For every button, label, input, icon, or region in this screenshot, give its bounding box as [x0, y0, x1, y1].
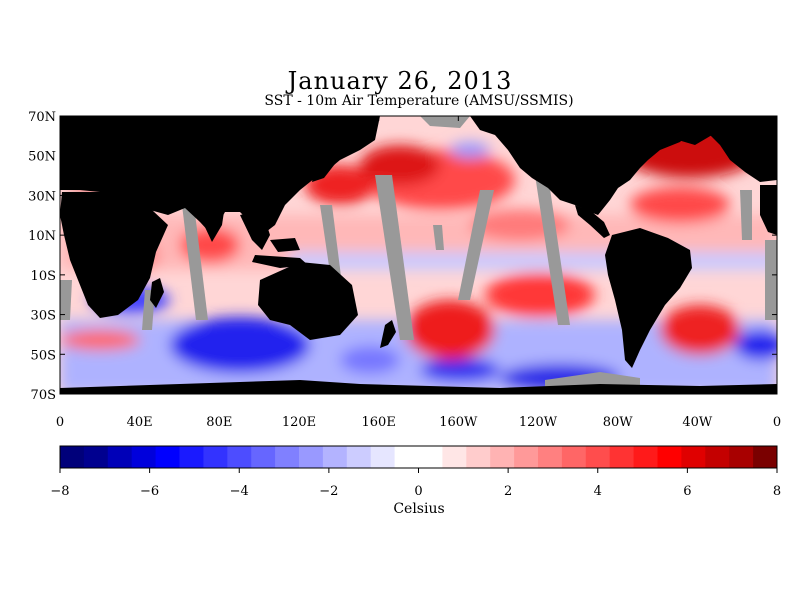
colorbar-swatch	[227, 446, 252, 468]
lat-tick-label: 50N	[28, 150, 56, 165]
new-zealand-landmass	[380, 320, 396, 348]
colorbar-tick-label: −6	[140, 484, 159, 499]
se-asia-landmass	[240, 210, 270, 250]
west-africa-landmass	[760, 185, 777, 235]
colorbar	[60, 446, 778, 468]
colorbar-swatch	[60, 446, 85, 468]
greenland-landmass	[660, 116, 720, 145]
colorbar-swatch	[83, 446, 109, 468]
colorbar-swatch	[370, 446, 396, 468]
colorbar-tick-label: 2	[504, 484, 512, 499]
map-title: January 26, 2013	[287, 67, 513, 95]
colorbar-swatch	[705, 446, 730, 468]
japan-landmass	[312, 155, 338, 182]
lat-tick-label: 10N	[28, 229, 56, 244]
colorbar-swatch	[322, 446, 348, 468]
lon-tick-label: 120E	[282, 415, 316, 430]
map-subtitle: SST - 10m Air Temperature (AMSU/SSMIS)	[264, 93, 574, 109]
lat-tick-label: 50S	[31, 348, 56, 363]
india-landmass	[200, 200, 225, 242]
central-america-landmass	[575, 205, 610, 238]
colorbar-tick-label: 8	[773, 484, 781, 499]
colorbar-swatch	[490, 446, 515, 468]
colorbar-swatch	[418, 446, 443, 468]
map-frame	[59, 115, 778, 395]
map-plot-area	[60, 116, 777, 394]
lat-tick-label: 10S	[31, 269, 56, 284]
colorbar-swatch	[346, 446, 372, 468]
colorbar-tick-label: −8	[50, 484, 69, 499]
colorbar-swatch	[681, 446, 706, 468]
latitude-axis: 70N 50N 30N 10N 10S 30S 50S 70S	[28, 110, 777, 403]
colorbar-tick-label: −2	[319, 484, 338, 499]
colorbar-swatch	[179, 446, 204, 468]
colorbar-tick-label: 4	[594, 484, 602, 499]
colorbar-swatch	[251, 446, 276, 468]
europe-landmass	[700, 116, 777, 182]
lon-tick-label: 80W	[603, 415, 634, 430]
colorbar-swatch	[729, 446, 754, 468]
australia-landmass	[258, 262, 358, 340]
colorbar-swatch	[633, 446, 658, 468]
colorbar-swatch	[609, 446, 635, 468]
colorbar-tick-label: −4	[230, 484, 249, 499]
colorbar-swatch	[107, 446, 133, 468]
eurasia-landmass	[60, 116, 380, 235]
colorbar-label: Celsius	[393, 501, 445, 517]
colorbar-swatch	[753, 446, 778, 468]
south-america-landmass	[605, 228, 692, 368]
colorbar-swatch	[538, 446, 563, 468]
lat-tick-label: 70S	[31, 388, 56, 403]
land-masses	[60, 116, 777, 394]
colorbar-swatch	[299, 446, 324, 468]
madagascar-landmass	[150, 278, 164, 308]
colorbar-swatch	[561, 446, 587, 468]
lon-tick-label: 160E	[362, 415, 396, 430]
lat-tick-label: 70N	[28, 110, 56, 125]
colorbar-swatch	[442, 446, 467, 468]
colorbar-swatch	[466, 446, 491, 468]
colorbar-swatch	[131, 446, 157, 468]
lon-tick-label: 40E	[127, 415, 153, 430]
colorbar-swatch	[203, 446, 228, 468]
colorbar-swatch	[394, 446, 419, 468]
antarctica-landmass	[60, 380, 777, 394]
lon-tick-label: 0	[773, 415, 781, 430]
longitude-axis: 0 40E 80E 120E 160E 160W 120W 80W 40W 0	[56, 116, 781, 430]
north-america-landmass	[470, 116, 700, 215]
lon-tick-label: 40W	[682, 415, 713, 430]
colorbar-swatch	[155, 446, 180, 468]
colorbar-swatch	[657, 446, 682, 468]
colorbar-tick-label: 0	[414, 484, 422, 499]
colorbar-ticks: −8 −6 −4 −2 0 2 4 6 8	[50, 468, 781, 499]
lat-tick-label: 30S	[31, 309, 56, 324]
africa-landmass	[60, 192, 168, 318]
colorbar-swatch	[585, 446, 611, 468]
lon-tick-label: 0	[56, 415, 64, 430]
indonesia-islands	[252, 238, 308, 268]
colorbar-swatch	[275, 446, 300, 468]
colorbar-swatch	[514, 446, 539, 468]
lon-tick-label: 120W	[519, 415, 558, 430]
lon-tick-label: 160W	[439, 415, 478, 430]
colorbar-tick-label: 6	[683, 484, 691, 499]
lon-tick-label: 80E	[206, 415, 232, 430]
lat-tick-label: 30N	[28, 189, 56, 204]
